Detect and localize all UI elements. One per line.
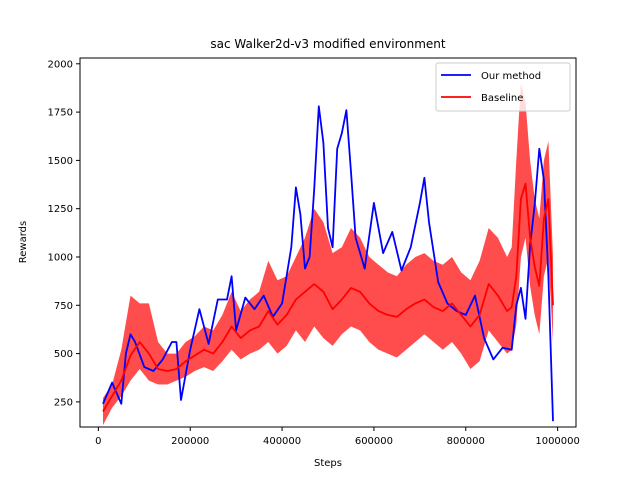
y-tick-label: 1750	[48, 108, 73, 119]
x-tick-label: 400000	[263, 436, 301, 447]
series-line-baseline	[102, 182, 554, 412]
series-layer	[102, 105, 554, 422]
y-tick-label: 1500	[48, 156, 73, 167]
y-tick-label: 2000	[48, 59, 73, 70]
x-tick-label: 200000	[171, 436, 209, 447]
y-tick-label: 750	[54, 301, 73, 312]
x-axis-label: Steps	[314, 458, 342, 469]
series-line-our-method	[102, 105, 554, 422]
x-tick-label: 1000000	[535, 436, 580, 447]
x-ticks: 0 200000 400000 600000 800000 1000000	[95, 427, 580, 447]
y-tick-label: 1250	[48, 204, 73, 215]
legend-label-our-method: Our method	[481, 71, 541, 82]
y-axis-label: Rewards	[18, 221, 29, 263]
x-tick-label: 800000	[447, 436, 485, 447]
y-tick-label: 500	[54, 349, 73, 360]
legend: Our method Baseline	[435, 62, 571, 112]
chart-title: sac Walker2d-v3 modified environment	[210, 37, 446, 51]
y-ticks: 250 500 750 1000 1250 1500 1750 2000	[48, 59, 80, 408]
plot-frame	[79, 57, 577, 428]
x-tick-label: 0	[95, 436, 101, 447]
y-tick-label: 1000	[48, 252, 73, 263]
band-baseline	[103, 83, 553, 426]
y-tick-label: 250	[54, 397, 73, 408]
band-layer	[103, 83, 553, 426]
x-tick-label: 600000	[355, 436, 393, 447]
legend-label-baseline: Baseline	[481, 93, 523, 104]
